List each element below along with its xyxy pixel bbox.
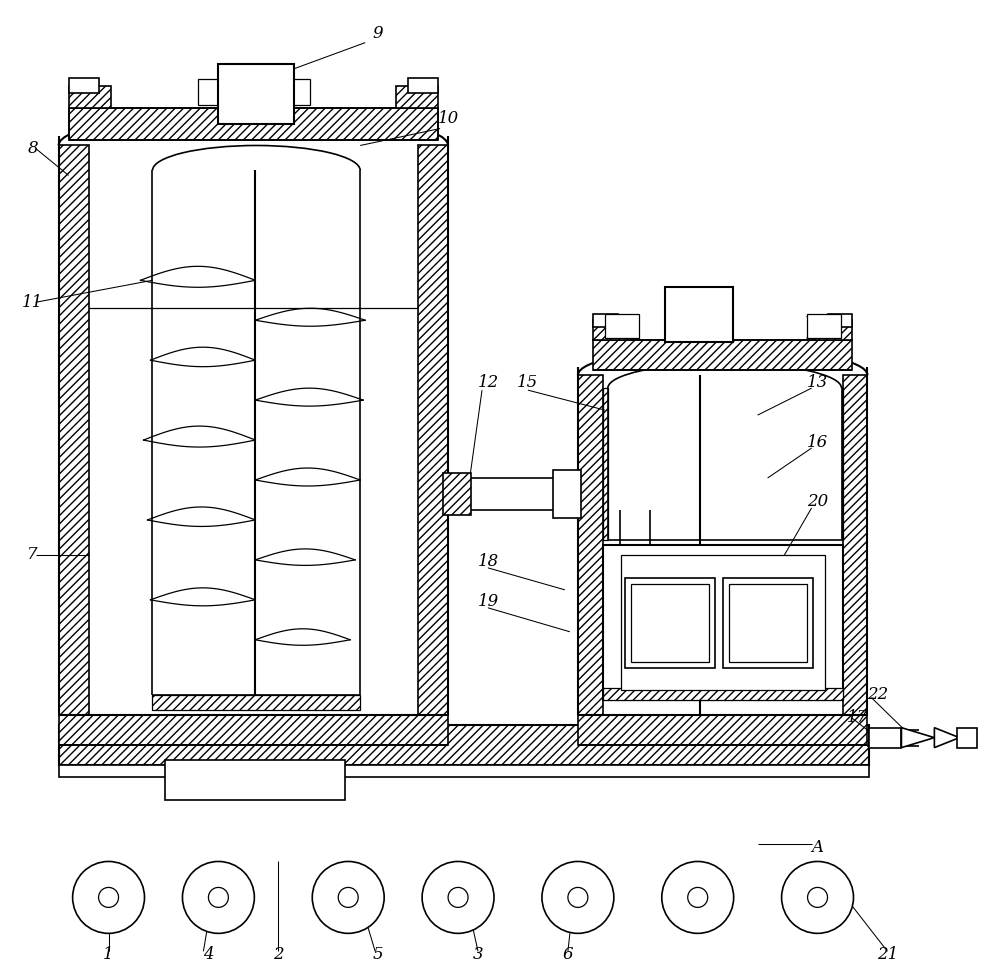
- Bar: [408, 78, 438, 92]
- Text: 20: 20: [807, 493, 828, 511]
- Text: 8: 8: [27, 140, 38, 157]
- Polygon shape: [901, 728, 934, 747]
- Circle shape: [542, 861, 614, 933]
- Circle shape: [208, 887, 228, 908]
- Text: 18: 18: [477, 554, 499, 570]
- Text: 17: 17: [847, 709, 868, 726]
- Bar: [69, 78, 99, 92]
- Circle shape: [99, 887, 119, 908]
- Bar: [578, 715, 867, 744]
- Text: 16: 16: [807, 434, 828, 450]
- Text: 15: 15: [517, 374, 539, 390]
- Bar: [603, 388, 608, 540]
- Bar: [869, 728, 901, 747]
- Bar: [69, 86, 111, 108]
- Text: A: A: [812, 839, 824, 856]
- Bar: [418, 146, 448, 715]
- Text: 22: 22: [867, 686, 888, 703]
- Text: 2: 2: [273, 946, 284, 963]
- Circle shape: [688, 887, 708, 908]
- Bar: [578, 376, 603, 715]
- Bar: [553, 470, 581, 518]
- Bar: [603, 545, 843, 700]
- Circle shape: [662, 861, 734, 933]
- Bar: [198, 79, 236, 104]
- Text: 13: 13: [807, 374, 828, 390]
- Bar: [828, 314, 852, 327]
- Text: 4: 4: [203, 946, 214, 963]
- Bar: [443, 473, 471, 515]
- Bar: [843, 376, 867, 715]
- Bar: [165, 760, 345, 800]
- Bar: [605, 314, 639, 339]
- Circle shape: [422, 861, 494, 933]
- Text: 1: 1: [103, 946, 114, 963]
- Text: 11: 11: [22, 294, 43, 310]
- Text: 3: 3: [473, 946, 483, 963]
- Bar: [69, 108, 438, 140]
- Text: 14: 14: [707, 294, 728, 310]
- Circle shape: [338, 887, 358, 908]
- Circle shape: [182, 861, 254, 933]
- Bar: [729, 584, 807, 662]
- Bar: [807, 314, 841, 339]
- Bar: [815, 320, 852, 341]
- Bar: [272, 79, 310, 104]
- Bar: [593, 314, 618, 327]
- Bar: [396, 86, 438, 108]
- Polygon shape: [934, 728, 959, 747]
- Bar: [152, 695, 360, 709]
- Circle shape: [782, 861, 853, 933]
- Bar: [59, 725, 869, 765]
- Text: 21: 21: [877, 946, 898, 963]
- Bar: [631, 584, 709, 662]
- Bar: [59, 146, 89, 715]
- Text: 12: 12: [477, 374, 499, 390]
- Text: 7: 7: [27, 547, 38, 563]
- Circle shape: [808, 887, 828, 908]
- Bar: [59, 765, 869, 776]
- Bar: [690, 287, 710, 339]
- Circle shape: [312, 861, 384, 933]
- Bar: [59, 715, 448, 744]
- Circle shape: [73, 861, 145, 933]
- Bar: [665, 287, 733, 342]
- Bar: [218, 63, 294, 124]
- Bar: [593, 320, 631, 341]
- Circle shape: [568, 887, 588, 908]
- Bar: [723, 578, 813, 667]
- Bar: [244, 63, 266, 104]
- Bar: [603, 688, 843, 700]
- Text: 6: 6: [563, 946, 573, 963]
- Bar: [621, 555, 825, 690]
- Bar: [957, 728, 977, 747]
- Bar: [593, 341, 852, 370]
- Bar: [625, 578, 715, 667]
- Text: 5: 5: [373, 946, 383, 963]
- Circle shape: [448, 887, 468, 908]
- Text: 19: 19: [477, 594, 499, 610]
- Text: 9: 9: [373, 25, 383, 42]
- Text: 10: 10: [437, 110, 459, 127]
- Circle shape: [658, 558, 788, 687]
